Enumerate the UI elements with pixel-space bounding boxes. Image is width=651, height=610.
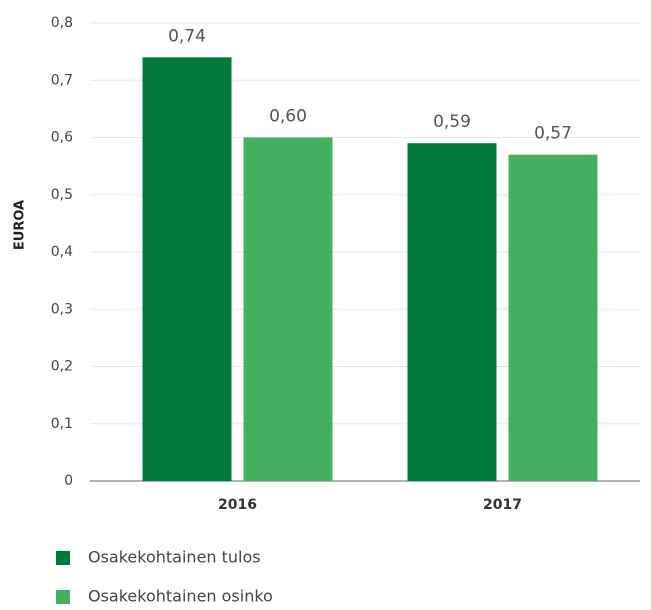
legend-swatch (56, 590, 70, 604)
y-tick-label: 0,8 (51, 15, 73, 31)
y-tick-label: 0 (64, 473, 73, 489)
bar (508, 154, 598, 482)
y-tick-label: 0,6 (51, 130, 73, 146)
x-tick-label: 2017 (483, 497, 522, 513)
data-label: 0,57 (534, 124, 572, 144)
y-tick-label: 0,4 (51, 244, 73, 260)
x-tick-label: 2016 (218, 497, 257, 513)
legend-swatch (56, 551, 70, 565)
y-axis-label: EUROA (13, 200, 28, 250)
y-tick-label: 0,1 (51, 416, 73, 432)
data-label: 0,59 (433, 112, 471, 132)
y-tick-label: 0,3 (51, 301, 73, 317)
legend-label: Osakekohtainen tulos (88, 548, 261, 567)
y-tick-label: 0,7 (51, 72, 73, 88)
bar (407, 143, 497, 481)
data-label: 0,60 (269, 107, 307, 127)
y-tick-label: 0,2 (51, 359, 73, 375)
legend-label: Osakekohtainen osinko (88, 587, 273, 606)
bar (142, 57, 232, 481)
data-label: 0,74 (168, 26, 206, 46)
bar (243, 137, 333, 481)
y-tick-label: 0,5 (51, 187, 73, 203)
